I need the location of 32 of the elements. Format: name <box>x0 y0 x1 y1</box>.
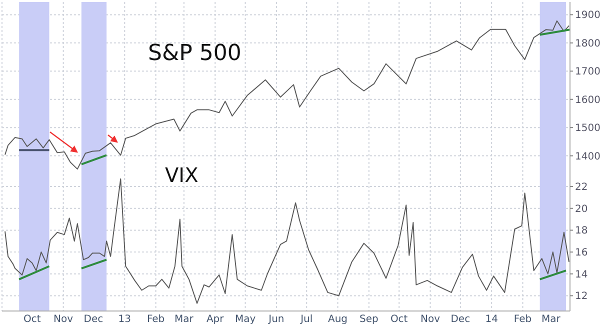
y2-tick-label: 22 <box>575 182 588 194</box>
x-tick-label: Oct <box>390 314 408 324</box>
x-tick-label: Nov <box>420 314 440 324</box>
y-tick-label: 1600 <box>575 94 600 106</box>
x-tick-label: Mar <box>541 314 562 324</box>
x-tick-label: Aug <box>328 314 348 324</box>
series-label: S&P 500 <box>148 41 242 66</box>
y-tick-label: 1700 <box>575 66 600 78</box>
x-tick-label: May <box>234 314 256 324</box>
y2-tick-label: 14 <box>575 269 588 280</box>
x-tick-label: Dec <box>450 314 470 324</box>
x-tick-label: Feb <box>514 314 532 324</box>
x-tick-label: Jun <box>268 314 284 324</box>
y-tick-label: 1800 <box>575 38 600 50</box>
x-tick-label: Mar <box>174 314 194 324</box>
y2-tick-label: 16 <box>575 248 588 259</box>
x-tick-label: Apr <box>206 314 225 324</box>
series-label: VIX <box>165 163 199 187</box>
y-tick-label: 1500 <box>575 123 600 134</box>
x-tick-label: Feb <box>146 314 165 324</box>
y2-tick-label: 18 <box>575 226 588 237</box>
y-tick-label: 1900 <box>575 10 600 22</box>
y2-tick-label: 12 <box>575 291 588 302</box>
x-tick-label: 13 <box>118 314 132 324</box>
x-tick-label: Oct <box>24 314 41 324</box>
x-tick-label: Jul <box>300 314 313 324</box>
x-tick-label: 14 <box>485 314 498 324</box>
y2-tick-label: 20 <box>575 204 588 215</box>
x-tick-label: Sep <box>360 314 378 324</box>
x-tick-label: Dec <box>84 314 104 324</box>
x-tick-label: Nov <box>54 314 74 324</box>
y-tick-label: 1400 <box>575 151 600 162</box>
